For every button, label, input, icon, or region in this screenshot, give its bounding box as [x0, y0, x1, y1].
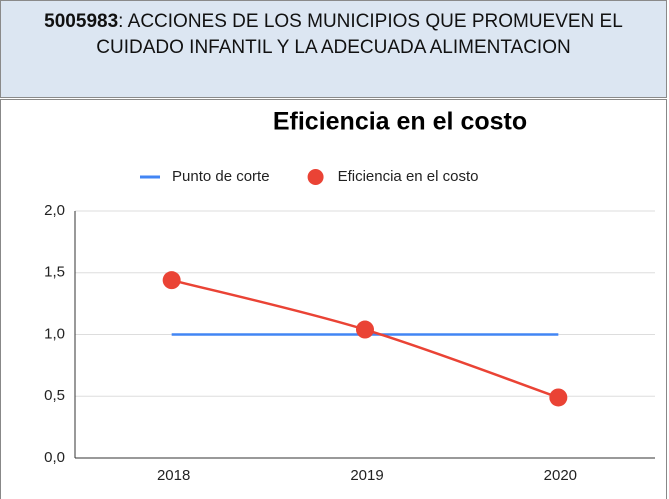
x-tick-label: 2020	[544, 467, 577, 484]
header-text: : ACCIONES DE LOS MUNICIPIOS QUE PROMUEV…	[96, 11, 623, 58]
point	[162, 271, 181, 290]
x-tick-label: 2018	[157, 467, 190, 484]
point	[549, 388, 568, 407]
chart-title: Eficiencia en el costo	[273, 108, 527, 136]
legend-label: Eficiencia en el costo	[338, 168, 479, 185]
x-tick-label: 2019	[350, 467, 383, 484]
header-code: 5005983	[44, 11, 119, 32]
y-tick-label: 0,5	[44, 387, 65, 404]
y-tick-label: 2,0	[44, 202, 65, 219]
y-tick-label: 1,5	[44, 264, 65, 281]
legend-label: Punto de corte	[172, 168, 270, 185]
legend-marker	[307, 169, 324, 185]
y-tick-label: 1,0	[44, 325, 65, 342]
chart-frame	[0, 99, 667, 499]
point	[356, 320, 374, 339]
y-tick-label: 0,0	[44, 449, 65, 466]
chart: Eficiencia en el costo 0,0 0,5 1,0 1,5 2,0 20…	[0, 99, 667, 499]
header: 5005983: ACCIONES DE LOS MUNICIPIOS QUE …	[0, 0, 667, 98]
